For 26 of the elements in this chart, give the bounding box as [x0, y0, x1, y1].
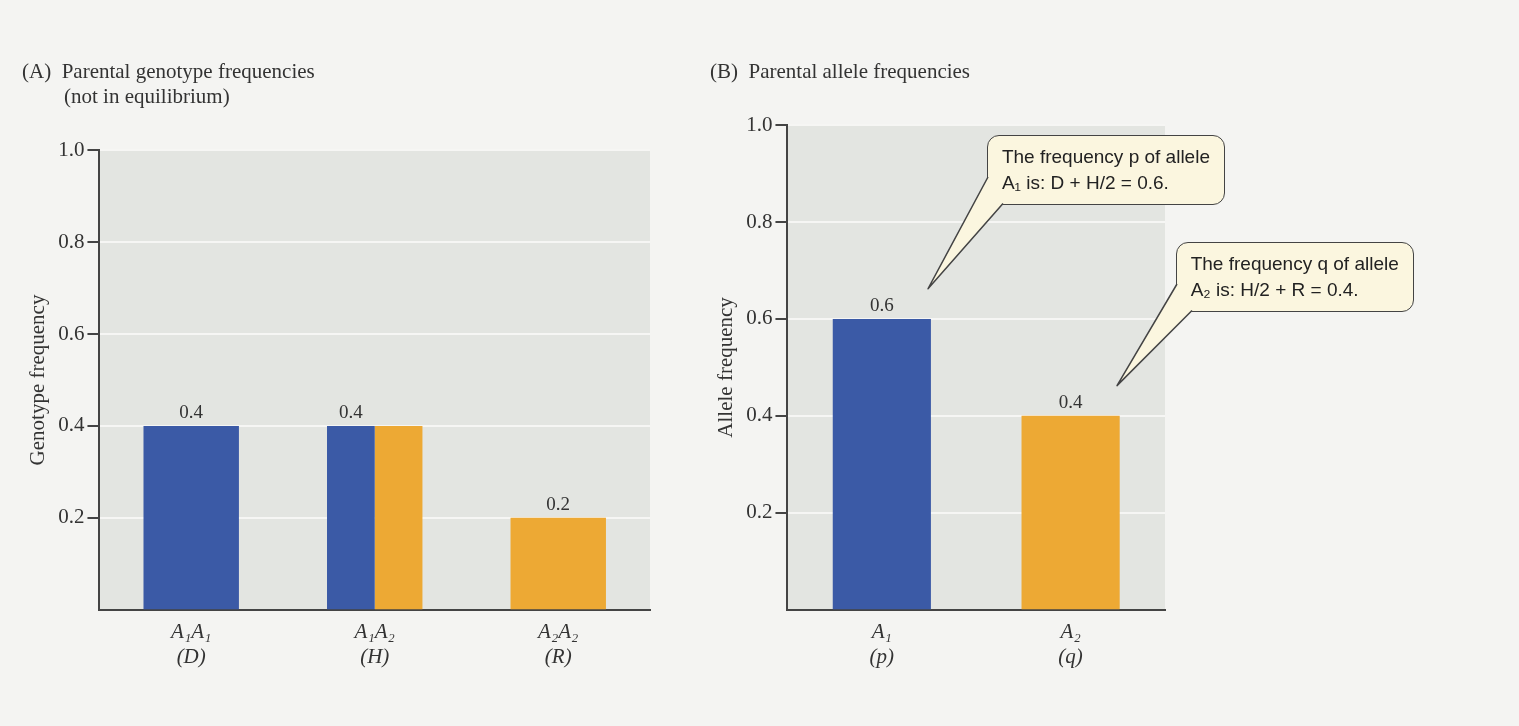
x-tick-label: A₂ (q)	[1058, 618, 1083, 668]
speech-bubble: The frequency q of allele A₂ is: H/2 + R = 0.4.	[1115, 242, 1414, 386]
y-tick-label: 0.2	[746, 499, 773, 524]
data-label: 0.6	[869, 294, 894, 316]
y-tick-label: 0.6	[746, 305, 773, 330]
annotation: The frequency p of allele A₁ is: D + H/2 = 0.6.	[986, 135, 1225, 206]
y-tick-label: 1.0	[58, 136, 85, 161]
y-tick-label: 0.4	[58, 412, 85, 437]
chart-title: (A) Parental genotype frequencies (not in equilibrium)	[22, 59, 315, 109]
data-label: 0.4	[1058, 391, 1083, 413]
x-tick-label: A₂A₂ (R)	[536, 618, 579, 668]
y-tick-label: 0.8	[746, 208, 773, 233]
y-tick-label: 0.8	[58, 228, 85, 253]
data-label: 0.4	[179, 401, 204, 423]
data-label: 0.2	[546, 493, 571, 515]
data-label: 0.4	[338, 401, 364, 423]
y-axis-title: Allele frequency	[713, 296, 738, 438]
y-tick-label: 0.2	[58, 504, 85, 529]
x-tick-label: A₁A₂ (H)	[352, 618, 395, 668]
y-tick-label: 0.6	[58, 320, 85, 345]
x-tick-label: A₁A₁ (D)	[169, 618, 212, 668]
y-tick-label: 0.4	[746, 402, 773, 427]
chart-title: (B) Parental allele frequencies	[710, 59, 971, 84]
y-axis-title: Genotype frequency	[25, 294, 50, 466]
x-tick-label: A₁ (p)	[869, 618, 895, 668]
y-tick-label: 1.0	[746, 111, 773, 136]
